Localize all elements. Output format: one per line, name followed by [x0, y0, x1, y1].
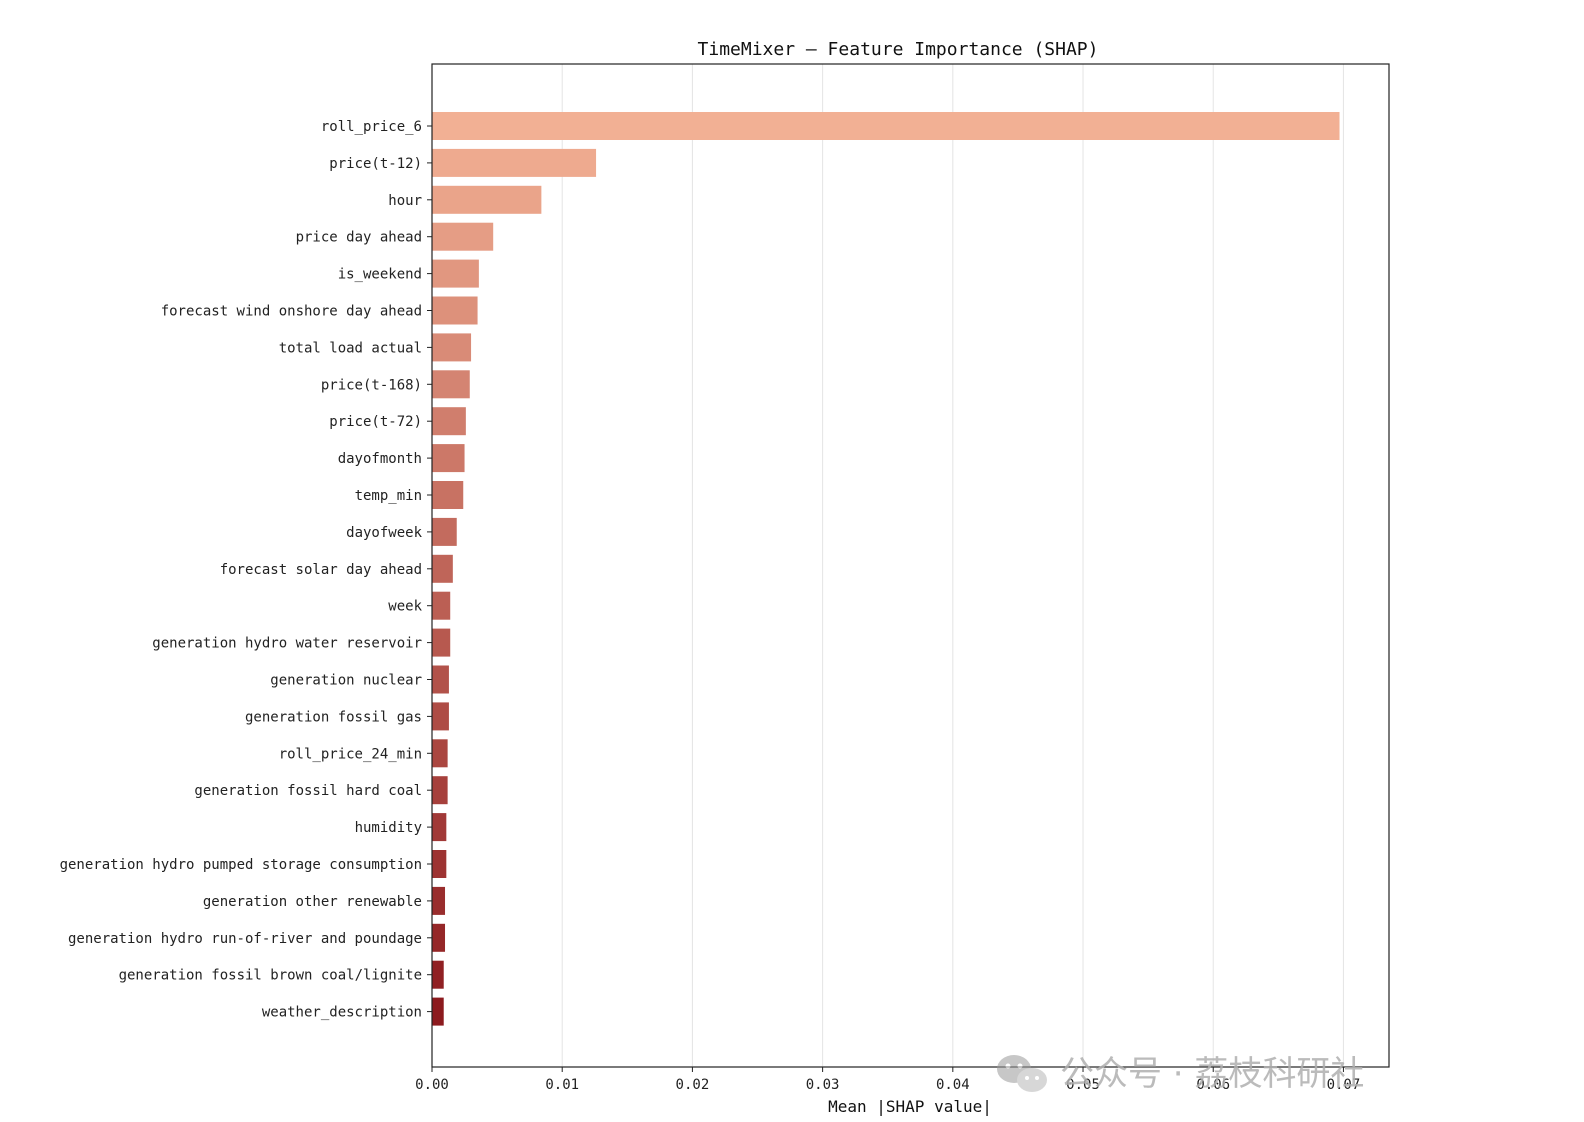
y-tick-label: generation hydro water reservoir	[152, 636, 422, 652]
bar	[432, 923, 446, 952]
y-tick-label: hour	[388, 193, 422, 209]
y-tick-label: forecast solar day ahead	[220, 562, 422, 578]
y-tick-label: price(t-72)	[329, 414, 422, 430]
x-tick-label: 0.06	[1196, 1077, 1230, 1093]
y-tick-label: generation hydro pumped storage consumpt…	[60, 857, 422, 873]
chart-title: TimeMixer — Feature Importance (SHAP)	[698, 39, 1099, 60]
y-tick-label: price(t-168)	[321, 377, 422, 393]
y-tick-label: weather_description	[262, 1005, 422, 1021]
y-tick-label: forecast wind onshore day ahead	[161, 304, 422, 320]
bar	[432, 333, 472, 362]
grid-lines	[561, 64, 1344, 1067]
bar	[432, 554, 453, 583]
watermark-text: 公众号 · 荔枝科研社	[1060, 1054, 1364, 1094]
y-axis-ticks: roll_price_6 price(t-12) hour price day ahe…	[60, 119, 432, 1021]
y-tick-label: generation fossil gas	[245, 709, 422, 725]
x-tick-label: 0.05	[1066, 1077, 1100, 1093]
bar	[432, 517, 457, 546]
y-tick-label: roll_price_24_min	[279, 746, 422, 762]
bar	[432, 960, 444, 989]
y-tick-label: generation fossil hard coal	[194, 783, 422, 799]
x-tick-label: 0.00	[415, 1077, 449, 1093]
bar	[432, 702, 449, 731]
bar	[432, 886, 446, 915]
bar	[432, 444, 465, 473]
y-tick-label: temp_min	[355, 488, 422, 504]
bar	[432, 112, 1340, 140]
bar	[432, 850, 447, 878]
bar	[432, 407, 466, 436]
bar	[432, 997, 444, 1026]
y-tick-label: dayofmonth	[338, 451, 422, 467]
y-tick-label: generation hydro run-of-river and pounda…	[68, 931, 422, 947]
plot-frame	[431, 63, 1390, 1068]
y-tick-label: is_weekend	[338, 267, 422, 283]
bar	[432, 739, 448, 768]
bar	[432, 481, 464, 509]
bar	[432, 665, 449, 694]
x-tick-label: 0.01	[545, 1077, 579, 1093]
y-tick-label: generation fossil brown coal/lignite	[119, 968, 422, 984]
y-tick-label: generation other renewable	[203, 894, 422, 910]
y-tick-label: humidity	[355, 820, 422, 836]
y-tick-label: week	[388, 599, 422, 615]
bar	[432, 370, 470, 399]
x-tick-label: 0.07	[1327, 1077, 1361, 1093]
bar	[432, 591, 451, 620]
x-tick-label: 0.03	[806, 1077, 840, 1093]
bar	[432, 185, 542, 214]
x-axis-ticks: 0.00 0.01 0.02 0.03 0.04 0.05 0.06 0.07	[415, 1067, 1360, 1093]
y-tick-label: roll_price_6	[321, 119, 422, 135]
x-tick-label: 0.02	[676, 1077, 710, 1093]
x-tick-label: 0.04	[936, 1077, 970, 1093]
watermark: 公众号 · 荔枝科研社	[997, 1054, 1364, 1094]
bar	[432, 628, 451, 657]
bar	[432, 222, 494, 251]
bars	[432, 112, 1340, 1026]
y-tick-label: generation nuclear	[270, 673, 422, 689]
wechat-icon	[997, 1055, 1047, 1092]
bar	[432, 148, 597, 177]
x-axis-label: Mean |SHAP value|	[828, 1097, 992, 1116]
bar	[432, 296, 478, 325]
y-tick-label: price(t-12)	[329, 156, 422, 172]
y-tick-label: price day ahead	[296, 230, 422, 246]
y-tick-label: dayofweek	[346, 525, 422, 541]
bar	[432, 813, 447, 842]
bar	[432, 776, 448, 805]
y-tick-label: total load actual	[279, 340, 422, 356]
bar	[432, 259, 479, 288]
